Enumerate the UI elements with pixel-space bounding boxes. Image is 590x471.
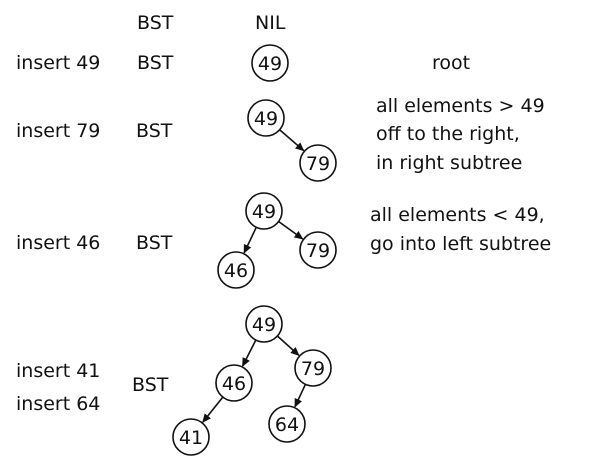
tree-4-node-46-circle <box>215 364 253 402</box>
step-2-note-line-1: all elements > 49 <box>376 95 545 117</box>
step-2-note-line-2: off to the right, <box>376 123 520 145</box>
step-2-note-line-3: in right subtree <box>376 152 522 174</box>
tree-4-node-46-label: 46 <box>222 373 246 395</box>
step-3-action: insert 46 <box>16 232 100 254</box>
tree-4-node-79-label: 79 <box>301 358 325 380</box>
tree-3-node-46-label: 46 <box>224 260 248 282</box>
tree-4-node-49-circle <box>245 305 283 343</box>
tree-3-node-79-circle <box>299 231 337 269</box>
step-3-type: BST <box>136 232 173 254</box>
tree-3-node-49-circle <box>245 192 283 230</box>
tree-4-node-41-circle <box>172 418 210 456</box>
tree-3-node-46-circle <box>217 251 255 289</box>
step-4-action-line-1: insert 41 <box>16 360 100 382</box>
step-1-note-line-1: root <box>432 52 470 74</box>
header-bst: BST <box>137 12 174 34</box>
tree-3-edge-49-79 <box>278 220 304 240</box>
tree-2-node-79-label: 79 <box>306 153 330 175</box>
step-2-action: insert 79 <box>16 120 100 142</box>
tree-4-node-41-label: 41 <box>179 427 203 449</box>
tree-1-node-49-label: 49 <box>258 53 282 75</box>
tree-4-edge-79-64 <box>294 383 307 408</box>
tree-4-edge-49-79 <box>276 335 300 356</box>
step-4-type: BST <box>132 374 169 396</box>
step-4-action-line-2: insert 64 <box>16 393 100 415</box>
tree-3-node-79-label: 79 <box>306 240 330 262</box>
tree-4-edge-49-46 <box>241 339 257 367</box>
tree-2-edge-49-79 <box>279 129 305 152</box>
tree-1-node-49-circle <box>251 44 289 82</box>
step-3-note-line-1: all elements < 49, <box>370 204 545 226</box>
tree-4-node-49-label: 49 <box>252 314 276 336</box>
tree-4-edge-46-41 <box>202 396 224 423</box>
step-1-action: insert 49 <box>16 52 100 74</box>
tree-4-node-79-circle <box>294 349 332 387</box>
tree-2-node-49-circle <box>247 99 285 137</box>
tree-3-edge-49-46 <box>243 226 258 254</box>
tree-2-node-49-label: 49 <box>254 108 278 130</box>
header-nil: NIL <box>255 12 286 34</box>
step-2-type: BST <box>136 120 173 142</box>
tree-4-node-64-label: 64 <box>275 414 299 436</box>
step-1-type: BST <box>137 52 174 74</box>
step-3-note-line-2: go into left subtree <box>370 233 551 255</box>
tree-2-node-79-circle <box>299 144 337 182</box>
tree-3-node-49-label: 49 <box>252 201 276 223</box>
trees-group: 49 49 79 49 46 79 49 46 79 41 64 <box>172 44 337 456</box>
tree-4-node-64-circle <box>268 405 306 443</box>
